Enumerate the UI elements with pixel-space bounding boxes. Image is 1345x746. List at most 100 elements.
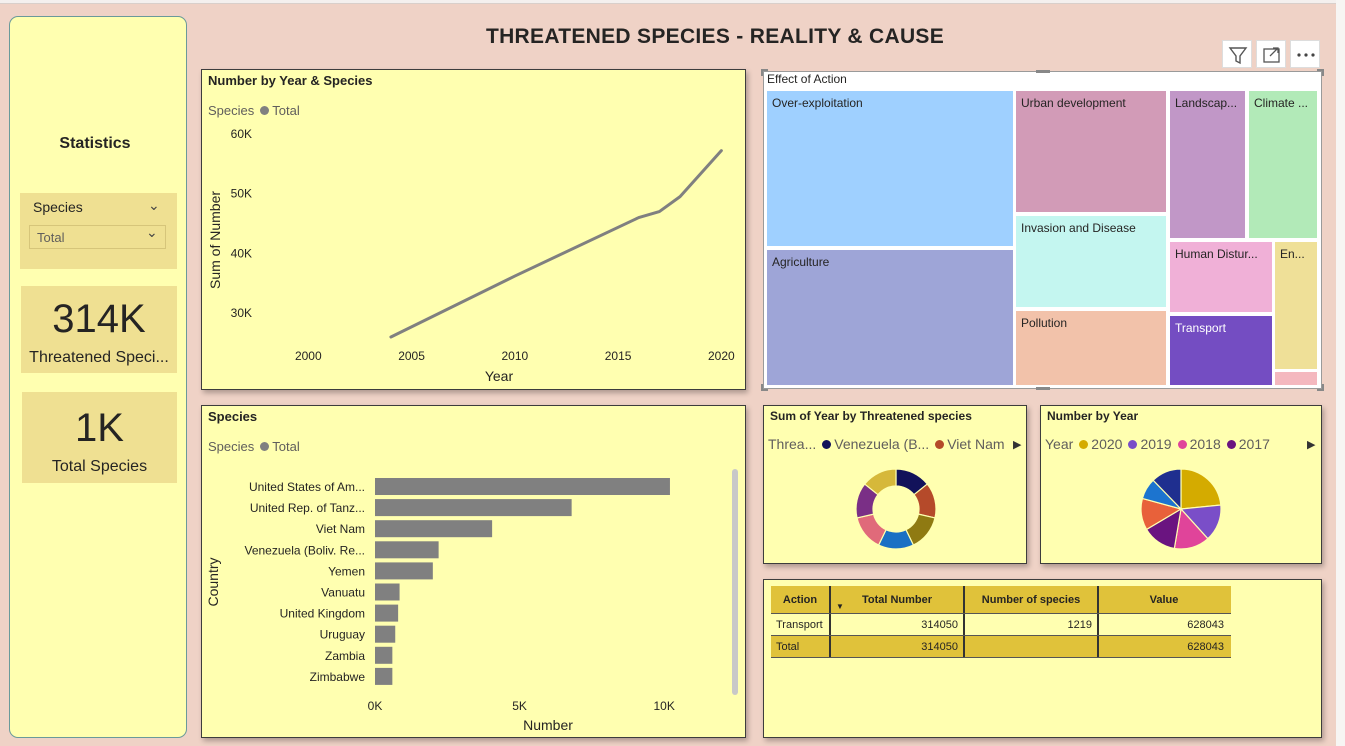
ellipsis-glyph bbox=[1297, 53, 1315, 57]
bar bbox=[375, 625, 396, 643]
donut-chart-panel[interactable]: Sum of Year by Threatened species Threa.… bbox=[763, 405, 1027, 564]
treemap-panel[interactable]: Effect of Action Over-exploitation Agricu… bbox=[761, 69, 1324, 391]
slicer-dropdown[interactable]: Total ⌄ bbox=[29, 224, 166, 249]
sort-desc-icon[interactable]: ▼ bbox=[836, 602, 844, 611]
x-tick-label: 2005 bbox=[398, 349, 425, 363]
action-table: Action Total Number ▼ Number of species Valu… bbox=[771, 586, 1231, 658]
treemap-tile[interactable]: Invasion and Disease bbox=[1016, 216, 1166, 307]
legend-dot bbox=[1177, 440, 1187, 449]
expand-icon[interactable] bbox=[1256, 40, 1286, 68]
resize-handle[interactable] bbox=[761, 69, 768, 76]
table-cell: 314050 bbox=[831, 614, 965, 635]
legend-next-arrow-icon[interactable]: ▶ bbox=[1307, 439, 1316, 451]
bar-chart: United States of Am... United Rep. of Tan… bbox=[205, 478, 675, 733]
chart-legend: Year 2020 2019 2018 2017 bbox=[1045, 436, 1270, 452]
treemap-tile-label: Transport bbox=[1175, 321, 1226, 335]
legend-item: Venezuela (B... bbox=[834, 436, 930, 452]
statistics-label: Statistics bbox=[59, 135, 131, 152]
treemap-tile-label: Urban development bbox=[1021, 96, 1126, 110]
table-cell: 314050 bbox=[831, 636, 965, 657]
pie-slice bbox=[1180, 468, 1222, 510]
bar bbox=[375, 604, 399, 622]
treemap-tile[interactable] bbox=[1275, 372, 1317, 385]
column-header[interactable]: Total Number ▼ bbox=[831, 586, 965, 613]
x-tick-label: 2015 bbox=[605, 349, 632, 363]
treemap-tile[interactable]: Pollution bbox=[1016, 311, 1166, 385]
treemap-tile[interactable]: Human Distur... bbox=[1170, 242, 1272, 312]
column-header[interactable]: Value bbox=[1149, 594, 1179, 606]
legend-dot bbox=[935, 440, 945, 449]
treemap-tile[interactable]: Landscap... bbox=[1170, 91, 1245, 238]
column-header[interactable]: Action bbox=[771, 586, 831, 613]
legend-item: Viet Nam bbox=[947, 436, 1005, 452]
bar-chart-panel[interactable]: Species Species Total United States of Am… bbox=[201, 405, 746, 738]
x-tick-label: 2020 bbox=[708, 349, 735, 363]
category-label: Zimbabwe bbox=[310, 670, 366, 684]
resize-handle[interactable] bbox=[1036, 70, 1050, 73]
legend-dot bbox=[822, 440, 832, 449]
y-tick-label: 30K bbox=[231, 306, 252, 320]
treemap-tile[interactable]: Transport bbox=[1170, 316, 1272, 385]
bar bbox=[375, 646, 393, 664]
category-label: Viet Nam bbox=[316, 522, 365, 536]
chart-title: Number by Year & Species bbox=[208, 73, 373, 88]
category-label: United Rep. of Tanz... bbox=[250, 501, 365, 515]
treemap: Over-exploitation Agriculture Urban develo… bbox=[764, 72, 1323, 390]
table-header-row[interactable]: Action Total Number ▼ Number of species Valu… bbox=[771, 586, 1231, 614]
page-title: THREATENED SPECIES - REALITY & CAUSE bbox=[485, 25, 945, 48]
y-tick-label: 40K bbox=[231, 246, 252, 260]
window-top-edge bbox=[0, 0, 1345, 4]
category-label: Uruguay bbox=[320, 628, 365, 642]
treemap-tile[interactable]: Urban development bbox=[1016, 91, 1166, 212]
legend-next-arrow-icon[interactable]: ▶ bbox=[1013, 439, 1022, 451]
legend-item: 2020 bbox=[1091, 436, 1123, 452]
treemap-tile[interactable]: En... bbox=[1275, 242, 1317, 369]
resize-handle[interactable] bbox=[1036, 387, 1050, 390]
category-label: Yemen bbox=[328, 564, 365, 578]
card-label: Total Species bbox=[51, 458, 148, 475]
chart-title: Species bbox=[208, 409, 258, 424]
total-species-card: 1K Total Species bbox=[22, 392, 177, 483]
resize-handle[interactable] bbox=[1317, 69, 1324, 76]
filter-icon-glyph bbox=[1228, 47, 1248, 65]
species-slicer[interactable]: Species ⌄ Total ⌄ bbox=[20, 193, 177, 269]
vertical-scrollbar[interactable] bbox=[732, 469, 738, 695]
legend-item: 2019 bbox=[1140, 436, 1172, 452]
category-label: Venezuela (Boliv. Re... bbox=[244, 543, 365, 557]
x-tick-label: 2000 bbox=[295, 349, 322, 363]
line-chart: 30K 40K 50K 60K 2000 2005 2010 2015 2020 Year Sum … bbox=[207, 127, 735, 384]
filter-icon[interactable] bbox=[1222, 40, 1252, 68]
bar bbox=[375, 583, 400, 601]
legend-title: Year bbox=[1045, 436, 1074, 452]
treemap-tile-label: Human Distur... bbox=[1175, 247, 1258, 261]
resize-handle[interactable] bbox=[1317, 384, 1324, 391]
category-label: Vanuatu bbox=[321, 586, 365, 600]
x-axis-title: Year bbox=[485, 368, 514, 384]
table-cell: Transport bbox=[771, 614, 831, 635]
pie-slice bbox=[1152, 468, 1182, 511]
card-value: 1K bbox=[75, 406, 124, 450]
legend-dot bbox=[1128, 440, 1138, 449]
legend-dot bbox=[1079, 440, 1089, 449]
treemap-tile[interactable]: Over-exploitation bbox=[767, 91, 1013, 246]
table-panel[interactable]: Action Total Number ▼ Number of species Valu… bbox=[763, 579, 1322, 738]
treemap-tile[interactable]: Climate ... bbox=[1249, 91, 1317, 238]
x-tick-label: 10K bbox=[653, 699, 674, 713]
y-axis-title: Sum of Number bbox=[207, 191, 223, 289]
treemap-tile[interactable]: Agriculture bbox=[767, 250, 1013, 385]
bar bbox=[375, 562, 433, 580]
pie-chart-panel[interactable]: Number by Year Year 2020 2019 2018 2017 ▶ bbox=[1040, 405, 1322, 564]
legend-item: Total bbox=[272, 439, 300, 454]
legend-dot bbox=[1226, 440, 1236, 449]
table-cell bbox=[965, 636, 1099, 657]
slicer-collapse-chevron-icon[interactable]: ⌄ bbox=[148, 197, 160, 213]
treemap-tile-label: Over-exploitation bbox=[772, 96, 863, 110]
treemap-tile-label: En... bbox=[1280, 247, 1305, 261]
line-chart-panel[interactable]: Number by Year & Species Species Total 30… bbox=[201, 69, 746, 390]
resize-handle[interactable] bbox=[761, 384, 768, 391]
more-options-icon[interactable] bbox=[1290, 40, 1320, 68]
treemap-tile-label: Climate ... bbox=[1254, 96, 1309, 110]
chart-legend: Threa... Venezuela (B... Viet Nam bbox=[768, 436, 1005, 452]
column-header[interactable]: Number of species bbox=[965, 586, 1099, 613]
table-cell: Total bbox=[771, 636, 831, 657]
